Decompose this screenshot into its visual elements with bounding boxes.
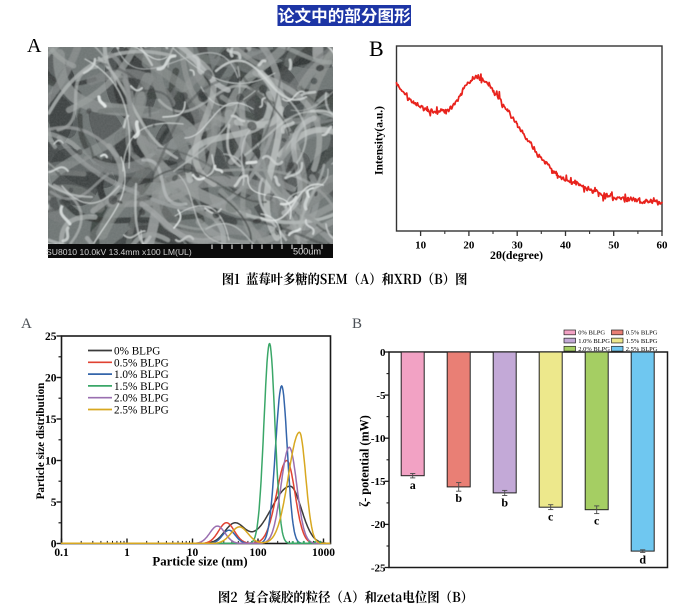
svg-text:-20: -20: [371, 519, 386, 531]
svg-text:40: 40: [560, 240, 572, 252]
svg-text:100: 100: [249, 547, 267, 559]
svg-text:b: b: [455, 491, 462, 505]
svg-text:A: A: [27, 35, 42, 57]
svg-text:2θ(degree): 2θ(degree): [490, 248, 543, 262]
svg-text:1.0% BLPG: 1.0% BLPG: [114, 369, 169, 381]
svg-text:1.5% BLPG: 1.5% BLPG: [114, 381, 169, 393]
svg-text:B: B: [369, 36, 384, 61]
svg-text:10: 10: [187, 547, 199, 559]
svg-text:c: c: [548, 510, 554, 524]
svg-text:10: 10: [415, 240, 427, 252]
svg-text:-5: -5: [376, 390, 386, 402]
svg-text:1.0% BLPG: 1.0% BLPG: [578, 338, 610, 345]
svg-text:1.5% BLPG: 1.5% BLPG: [626, 338, 658, 345]
svg-text:2.5% BLPG: 2.5% BLPG: [114, 405, 169, 417]
svg-text:-10: -10: [371, 433, 386, 445]
svg-text:5: 5: [51, 497, 57, 509]
svg-text:d: d: [639, 552, 646, 566]
svg-text:10: 10: [45, 456, 57, 468]
svg-text:60: 60: [657, 240, 669, 252]
svg-text:0.5% BLPG: 0.5% BLPG: [626, 330, 658, 337]
svg-text:2.5% BLPG: 2.5% BLPG: [626, 346, 658, 353]
svg-text:c: c: [594, 514, 600, 528]
svg-text:0: 0: [380, 347, 386, 359]
svg-text:b: b: [501, 496, 508, 510]
svg-text:1000: 1000: [312, 547, 335, 559]
svg-text:1: 1: [124, 547, 130, 559]
svg-text:20: 20: [45, 373, 57, 385]
svg-text:Particle size (nm): Particle size (nm): [152, 555, 247, 569]
svg-text:20: 20: [463, 240, 475, 252]
svg-text:ζ- potential (mW): ζ- potential (mW): [358, 415, 372, 507]
svg-text:-25: -25: [371, 562, 386, 574]
svg-text:25: 25: [45, 331, 57, 343]
svg-text:a: a: [410, 478, 416, 492]
svg-text:0% BLPG: 0% BLPG: [578, 330, 605, 337]
svg-text:0.5% BLPG: 0.5% BLPG: [114, 357, 169, 369]
svg-text:0: 0: [51, 539, 57, 551]
svg-text:B: B: [352, 316, 362, 332]
svg-text:SU8010 10.0kV 13.4mm x100 LM(U: SU8010 10.0kV 13.4mm x100 LM(UL): [46, 247, 192, 257]
svg-text:0.1: 0.1: [54, 547, 69, 559]
svg-text:50: 50: [608, 240, 620, 252]
svg-text:30: 30: [512, 240, 524, 252]
svg-text:2.0% BLPG: 2.0% BLPG: [114, 393, 169, 405]
svg-text:Particle size distribution: Particle size distribution: [35, 382, 47, 500]
svg-text:-15: -15: [371, 476, 386, 488]
svg-text:15: 15: [45, 414, 57, 426]
svg-text:500um: 500um: [293, 247, 321, 257]
svg-text:0% BLPG: 0% BLPG: [114, 346, 160, 358]
svg-text:Intensity(a.u.): Intensity(a.u.): [374, 106, 386, 175]
svg-text:A: A: [21, 316, 32, 332]
svg-text:2.0% BLPG: 2.0% BLPG: [578, 346, 610, 353]
